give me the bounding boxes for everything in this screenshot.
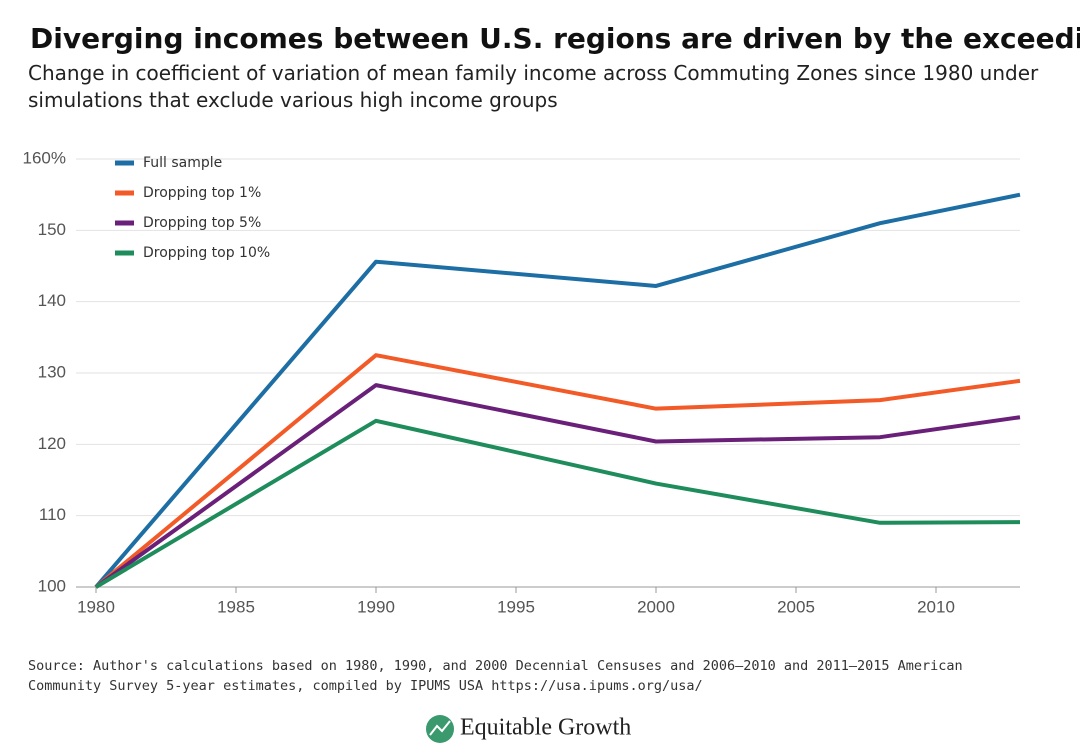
line	[94, 192, 1021, 589]
y-tick-label: 140	[38, 291, 66, 310]
source-box: Source: Author's calculations based on 1…	[28, 658, 963, 694]
line	[94, 353, 1021, 589]
y-tick-label: 150	[38, 220, 66, 239]
line	[94, 418, 1021, 589]
source: Source: Author's calculations based on 1…	[28, 658, 963, 694]
chart-title: Diverging incomes between U.S. regions a…	[30, 22, 1080, 55]
y-tick-label: 130	[38, 362, 66, 381]
x-tick-label: 1985	[217, 597, 255, 616]
y-tick-label: 160%	[23, 148, 66, 167]
chart-subtitle: Change in coefficient of variation of me…	[28, 61, 1039, 112]
logo-icon-line	[429, 720, 451, 736]
x-tick-label: 1980	[77, 597, 115, 616]
x-tick-label: 2005	[777, 597, 815, 616]
x-tick-label: 1995	[497, 597, 535, 616]
y-tick-label: 120	[38, 434, 66, 453]
logo: Equitable Growth	[460, 715, 631, 741]
x-tick-label: 2010	[917, 597, 955, 616]
legend-label: Full sample	[143, 155, 222, 171]
y-tick-label: 100	[38, 576, 66, 595]
line	[94, 383, 1021, 589]
legend-label: Dropping top 5%	[143, 215, 261, 231]
subtitle-box: Change in coefficient of variation of me…	[28, 61, 1039, 112]
x-tick-label: 2000	[637, 597, 675, 616]
y-tick-label: 110	[39, 505, 66, 524]
x-tick-label: 1990	[357, 597, 395, 616]
legend-label: Dropping top 1%	[143, 185, 261, 201]
legend-label: Dropping top 10%	[143, 245, 270, 261]
